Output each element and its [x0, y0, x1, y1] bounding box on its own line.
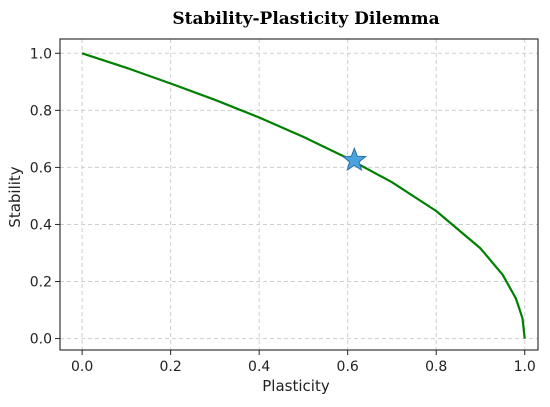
y-axis-label: Stability: [6, 166, 24, 228]
chart-title: Stability-Plasticity Dilemma: [172, 9, 439, 29]
x-tick-label: 1.0: [514, 359, 536, 375]
x-tick-label: 0.8: [425, 359, 447, 375]
x-tick-label: 0.4: [248, 359, 270, 375]
axis-ticks: 0.0 0.2 0.4 0.6 0.8 1.0 0.0 0.2 0.4 0.6 0.8 1.0: [30, 46, 536, 375]
grid-lines: [60, 39, 538, 350]
y-tick-label: 0.2: [30, 275, 52, 291]
y-tick-label: 0.4: [30, 217, 52, 233]
y-tick-label: 0.6: [30, 160, 52, 176]
star-marker: [341, 146, 368, 172]
x-tick-label: 0.6: [337, 359, 359, 375]
x-tick-label: 0.2: [160, 359, 182, 375]
stability-curve: [81, 52, 526, 339]
plot-frame: [59, 38, 539, 351]
y-tick-label: 1.0: [30, 46, 52, 62]
y-tick-label: 0.0: [30, 332, 52, 348]
x-tick-label: 0.0: [71, 359, 93, 375]
series-layer: [81, 52, 526, 339]
marker-layer: [341, 146, 368, 172]
y-tick-label: 0.8: [30, 103, 52, 119]
x-axis-label: Plasticity: [262, 377, 330, 395]
